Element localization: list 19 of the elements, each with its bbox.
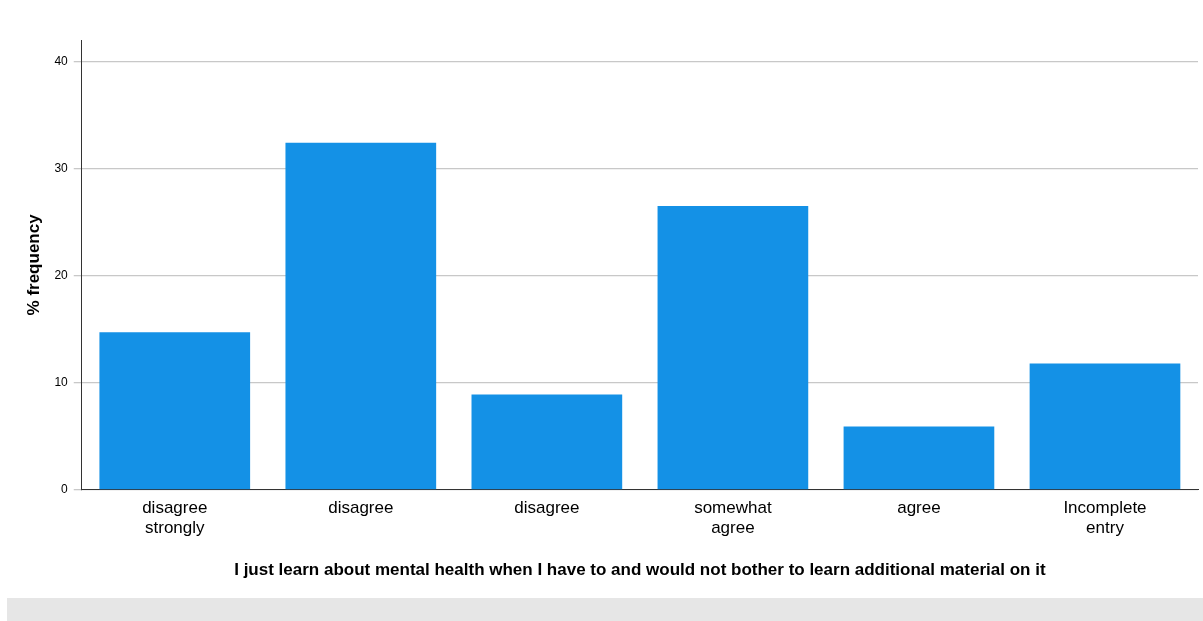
y-axis-title: % frequency (23, 213, 43, 316)
bar (285, 142, 437, 490)
x-axis-title: I just learn about mental health when I have to and would not bother to learn additional material on it (234, 560, 1046, 580)
x-tick-label: disagree strongly (142, 497, 208, 538)
y-tick-label: 30 (54, 160, 69, 175)
bar (1029, 363, 1181, 490)
y-tick-label: 40 (54, 53, 69, 68)
x-tick-label: disagree (328, 497, 394, 517)
x-tick-label: disagree (514, 497, 580, 517)
bar (843, 426, 995, 490)
x-tick-label: agree (897, 497, 941, 517)
y-tick-label: 0 (61, 482, 69, 497)
bar (99, 332, 251, 490)
x-tick-label: somewhat agree (694, 497, 772, 538)
y-tick-label: 20 (54, 267, 69, 282)
bar (471, 394, 623, 490)
bar (657, 206, 809, 490)
y-tick-label: 10 (54, 375, 69, 390)
x-tick-label: Incomplete entry (1063, 497, 1147, 538)
